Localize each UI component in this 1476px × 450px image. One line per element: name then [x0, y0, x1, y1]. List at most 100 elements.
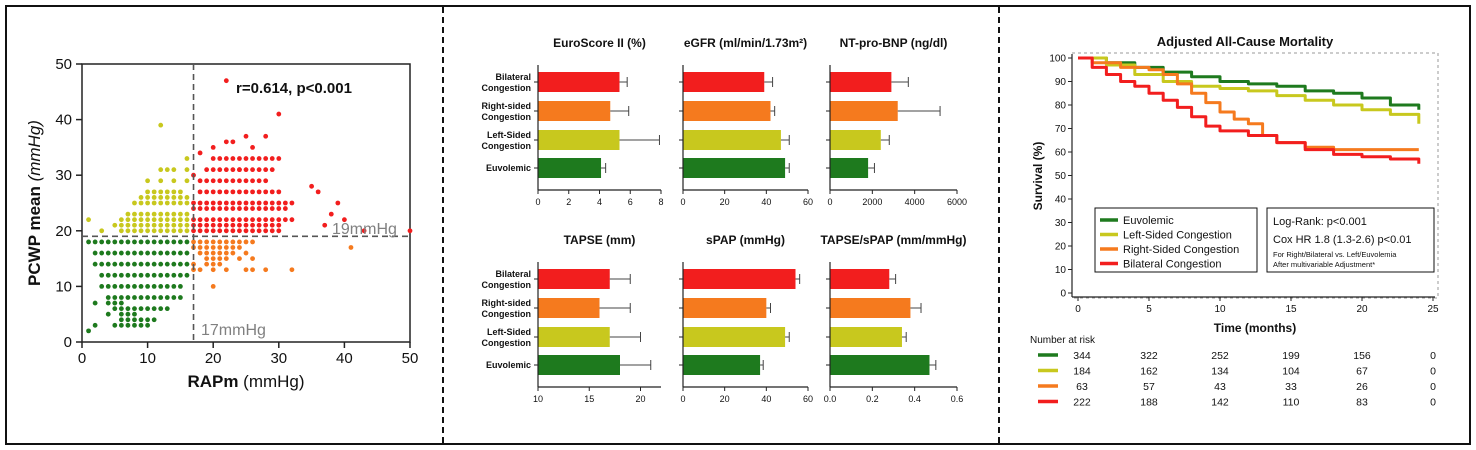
correlation-stat: r=0.614, p<0.001	[236, 80, 352, 97]
legend-label: Euvolemic	[1123, 215, 1174, 227]
scatter-point	[210, 156, 216, 161]
scatter-point	[164, 200, 170, 206]
scatter-point	[197, 189, 203, 195]
rap-threshold-label: 17mmHg	[201, 322, 266, 339]
bar	[830, 158, 869, 178]
scatter-point	[210, 239, 216, 245]
risk-count: 188	[1140, 397, 1158, 409]
scatter-point	[178, 228, 183, 234]
risk-count: 33	[1285, 381, 1297, 393]
scatter-point	[171, 178, 177, 184]
scatter-point	[125, 261, 131, 267]
scatter-point	[145, 178, 151, 184]
scatter-point	[158, 228, 164, 234]
scatter-point	[243, 250, 249, 256]
scatter-point	[243, 133, 249, 139]
scatter-point	[132, 211, 137, 217]
scatter-point	[164, 250, 170, 256]
scatter-point	[217, 228, 223, 234]
scatter-point	[191, 228, 196, 234]
scatter-point	[178, 211, 183, 217]
scatter-point	[151, 317, 157, 323]
scatter-point	[197, 228, 203, 234]
scatter-point	[197, 267, 203, 273]
scatter-point	[138, 272, 144, 278]
bar-x-tick-label: 0	[535, 197, 540, 207]
scatter-point	[243, 206, 249, 211]
scatter-point	[256, 217, 262, 223]
scatter-point	[210, 284, 216, 289]
stats-line-cox: Cox HR 1.8 (1.3-2.6) p<0.01	[1273, 234, 1412, 246]
scatter-point	[132, 200, 137, 206]
scatter-point	[237, 217, 242, 223]
scatter-point	[217, 222, 223, 228]
scatter-point	[184, 272, 190, 278]
scatter-point	[138, 195, 144, 200]
scatter-point	[210, 267, 216, 273]
bar	[683, 101, 771, 121]
bar-panel-title: TAPSE/sPAP (mm/mmHg)	[820, 233, 966, 247]
scatter-y-tick-label: 30	[55, 167, 72, 184]
bar-panel: TAPSE/sPAP (mm/mmHg) 0.0 0.2 0.4 0.6	[820, 233, 966, 404]
bar-x-tick-label: 6000	[947, 197, 967, 207]
risk-count: 344	[1073, 350, 1091, 362]
scatter-point	[158, 239, 164, 245]
risk-table-title: Number at risk	[1030, 335, 1096, 346]
scatter-point	[197, 239, 203, 245]
bar-panel-title: NT-pro-BNP (ng/dl)	[840, 36, 948, 50]
scatter-point	[204, 261, 210, 267]
scatter-point	[158, 167, 164, 173]
scatter-point	[125, 222, 131, 228]
legend-label: Right-Sided Congestion	[1123, 244, 1239, 256]
scatter-point	[105, 300, 111, 306]
survival-y-tick-label: 50	[1055, 171, 1067, 182]
scatter-point	[158, 306, 164, 312]
scatter-point	[164, 284, 170, 289]
risk-count: 322	[1140, 350, 1158, 362]
scatter-point	[171, 211, 177, 217]
bar-x-tick-label: 4	[597, 197, 602, 207]
scatter-point	[145, 272, 151, 278]
scatter-point	[171, 239, 177, 245]
scatter-point	[256, 222, 262, 228]
bar-x-tick-label: 0	[680, 394, 685, 404]
scatter-point	[289, 267, 295, 273]
scatter-point	[223, 139, 229, 145]
survival-title: Adjusted All-Cause Mortality	[1157, 34, 1334, 49]
scatter-point	[289, 200, 295, 206]
scatter-point	[230, 139, 236, 145]
scatter-point	[171, 284, 177, 289]
scatter-point	[171, 217, 177, 223]
scatter-point	[328, 211, 334, 217]
scatter-point	[164, 189, 170, 195]
survival-y-tick-label: 30	[1055, 218, 1067, 229]
scatter-point	[237, 200, 242, 206]
scatter-point	[118, 217, 124, 223]
scatter-point	[171, 250, 177, 256]
scatter-y-tick-label: 40	[55, 112, 72, 129]
scatter-point	[256, 167, 262, 173]
scatter-point	[112, 300, 118, 306]
scatter-point	[171, 295, 177, 300]
legend-label: Left-Sided Congestion	[1123, 230, 1232, 242]
panel-divider-1	[442, 7, 444, 443]
scatter-point	[178, 295, 183, 300]
scatter-point	[184, 222, 190, 228]
scatter-point	[243, 156, 249, 161]
scatter-point	[151, 306, 157, 312]
scatter-point	[223, 78, 229, 84]
bar	[830, 269, 890, 289]
scatter-point	[204, 189, 210, 195]
scatter-point	[269, 217, 275, 223]
scatter-point	[132, 228, 137, 234]
risk-count: 222	[1073, 397, 1091, 409]
scatter-x-tick-label: 10	[139, 350, 156, 367]
bar	[830, 298, 911, 318]
bar-panel-title: eGFR (ml/min/1.73m²)	[684, 36, 807, 50]
scatter-y-axis-label: PCWP mean (mmHg)	[25, 120, 44, 286]
bar-category-label: Euvolemic	[486, 163, 531, 173]
scatter-point	[191, 239, 196, 245]
survival-curves	[1078, 56, 1421, 164]
scatter-point	[138, 200, 144, 206]
